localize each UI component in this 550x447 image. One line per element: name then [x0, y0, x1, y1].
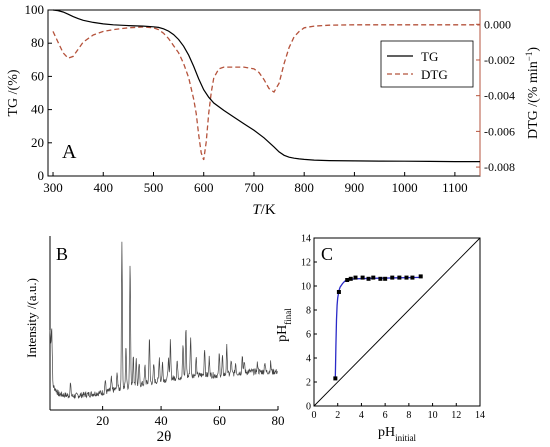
panel-c-plot-frame: [313, 237, 481, 407]
panel-c-y-tick-label: 14: [301, 234, 311, 245]
panel-a-y-tick-label: 100: [25, 2, 45, 17]
panel-a-x-tick-label: 900: [345, 180, 365, 195]
panel-a-x-tick-label: 500: [144, 180, 164, 195]
panel-a-y-tick-label: 20: [31, 135, 44, 150]
data-point: [404, 275, 409, 280]
fit-curve: [334, 276, 421, 379]
panel-a-x-tick-label: 800: [294, 180, 314, 195]
data-point: [390, 275, 395, 280]
data-point: [383, 276, 388, 281]
panel-b-x-tick-label: 40: [155, 413, 168, 428]
panel-b-x-tick-label: 60: [213, 413, 226, 428]
panel-c-y-axis-label-sub: final: [283, 308, 293, 325]
panel-a-x-axis-label-var: T: [252, 202, 262, 218]
panel-a: 300 400 500 600 700 800 900 1000 1100 0 20 40 60 80 1…: [6, 2, 541, 218]
panel-a-y-tick-label: 0: [38, 168, 45, 183]
panel-a-y2-tick-label: -0.002: [484, 53, 515, 67]
panel-c-y-axis-label: pHfinal: [275, 308, 293, 342]
panel-c-x-tick-label: 0: [312, 410, 317, 421]
data-point: [410, 275, 415, 280]
panel-c-y-tick-label: 2: [306, 378, 311, 389]
reference-diagonal-line: [313, 237, 481, 407]
panel-c-x-tick-label: 4: [359, 410, 364, 421]
panel-a-y2-tick-label: 0.000: [484, 17, 511, 31]
legend-dtg-label: DTG: [421, 67, 448, 82]
panel-b-y-axis-label: Intensity /(a.u.): [24, 278, 39, 358]
panel-b-x-tick-label: 80: [272, 413, 285, 428]
panel-c-y-ticks: 0 2 4 6 8 10 12 14: [301, 234, 317, 413]
panel-b-x-axis-label: 2θ: [157, 429, 172, 445]
panel-c-x-tick-label: 2: [335, 410, 340, 421]
panel-a-y-ticks: 0 20 40 60 80 100: [25, 2, 52, 183]
legend-box: [380, 40, 474, 88]
panel-a-y2-axis-label: DTG /(% min−1): [524, 47, 541, 139]
panel-a-x-tick-label: 400: [94, 180, 114, 195]
panel-c-x-ticks: 0 2 4 6 8 10 12 14: [312, 403, 485, 421]
data-point: [348, 276, 353, 281]
panel-a-plot-frame: [47, 9, 481, 177]
panel-a-x-ticks: 300 400 500 600 700 800 900 1000 1100: [43, 172, 468, 195]
panel-a-x-tick-label: 700: [244, 180, 264, 195]
panel-a-y2-ticks: -0.008 -0.006 -0.004 -0.002 0.000: [476, 17, 515, 174]
panel-c-x-axis-label-main: pH: [378, 425, 395, 440]
panel-c-x-tick-label: 14: [475, 410, 485, 421]
panel-a-y-tick-label: 60: [31, 68, 44, 83]
panel-a-y2-tick-label: -0.004: [484, 89, 515, 103]
data-point: [336, 290, 341, 294]
panel-c-y-axis-label-main: pH: [275, 325, 290, 342]
panel-a-y2-axis-label-end: ): [526, 47, 541, 52]
dtg-line: [52, 24, 480, 161]
data-point: [366, 276, 371, 281]
panel-c-x-tick-label: 12: [451, 410, 461, 421]
panel-c-y-tick-label: 10: [301, 282, 311, 293]
panel-a-y-axis-label: TG /(%): [6, 69, 21, 116]
panel-a-y2-tick-label: -0.006: [484, 124, 515, 138]
data-point: [360, 275, 365, 280]
data-point: [353, 275, 358, 280]
panel-a-x-axis-label: T/K: [252, 202, 276, 218]
panel-c-y-tick-label: 6: [306, 330, 311, 341]
panel-a-x-tick-label: 1100: [442, 180, 468, 195]
panel-a-y-tick-label: 80: [31, 35, 44, 50]
panel-b: 20 40 60 80 B 2θ Intensity /(a.u.): [24, 236, 285, 445]
legend-tg-label: TG: [421, 49, 438, 64]
data-point: [378, 276, 383, 281]
panel-a-y-tick-label: 40: [31, 102, 44, 117]
panel-c-y-tick-label: 0: [306, 402, 311, 413]
tg-line: [52, 9, 480, 163]
data-point: [345, 278, 350, 282]
panel-a-x-tick-label: 600: [194, 180, 214, 195]
xrd-pattern-line: [49, 241, 278, 400]
data-point: [371, 275, 376, 280]
panel-a-x-axis-label-unit: /K: [261, 202, 276, 218]
panel-a-y2-tick-label: -0.008: [484, 160, 515, 174]
panel-c-x-axis-label: pHinitial: [378, 425, 417, 443]
panel-c-x-tick-label: 8: [406, 410, 411, 421]
panel-c-y-tick-label: 4: [306, 354, 311, 365]
panel-c-y-tick-label: 8: [306, 306, 311, 317]
panel-a-label: A: [62, 141, 77, 163]
panel-a-legend: TG DTG: [380, 40, 474, 88]
data-point: [418, 274, 423, 279]
panel-c-x-axis-label-sub: initial: [395, 433, 416, 443]
panel-c-label: C: [321, 244, 333, 264]
panel-a-x-tick-label: 1000: [392, 180, 418, 195]
panel-a-y2-axis-label-sup: −1: [524, 52, 534, 62]
panel-a-x-tick-label: 300: [43, 180, 63, 195]
panel-c-x-tick-label: 10: [428, 410, 438, 421]
panel-b-x-ticks: 20 40 60 80: [96, 406, 285, 428]
panel-a-y2-axis-label-main: DTG /(% min: [526, 61, 541, 139]
data-point: [397, 275, 402, 280]
svg-text:T/K: T/K: [252, 202, 276, 218]
panel-c-y-tick-label: 12: [301, 258, 311, 269]
panel-c-x-tick-label: 6: [383, 410, 388, 421]
panel-b-x-tick-label: 20: [96, 413, 109, 428]
panel-b-label: B: [56, 244, 68, 264]
data-points: [333, 274, 423, 381]
data-point: [333, 376, 338, 381]
